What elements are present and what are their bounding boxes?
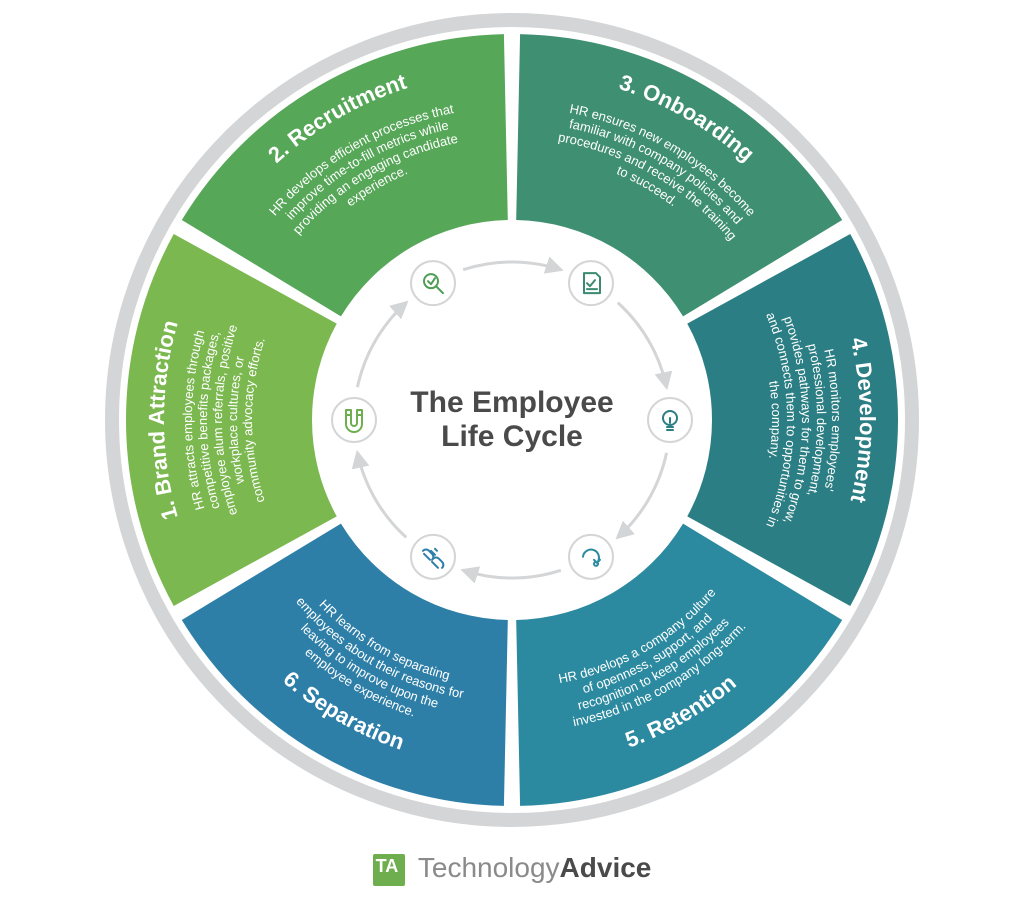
brand-text-suffix: Advice: [560, 852, 652, 883]
lifecycle-wheel: 1. Brand AttractionHR attracts employees…: [0, 0, 1024, 840]
brand-logo: TechnologyAdvice: [0, 852, 1024, 886]
icon-chip-3: [569, 261, 613, 305]
brand-text-prefix: Technology: [418, 852, 560, 883]
center-title: Life Cycle: [441, 420, 583, 453]
center-title: The Employee: [410, 386, 613, 419]
brand-mark-icon: [373, 854, 405, 886]
icon-chip-5: [569, 535, 613, 579]
icon-chip-1: [332, 398, 376, 442]
icon-chip-2: [411, 261, 455, 305]
infographic-stage: { "center_title_line1":"The Employee", "…: [0, 0, 1024, 916]
